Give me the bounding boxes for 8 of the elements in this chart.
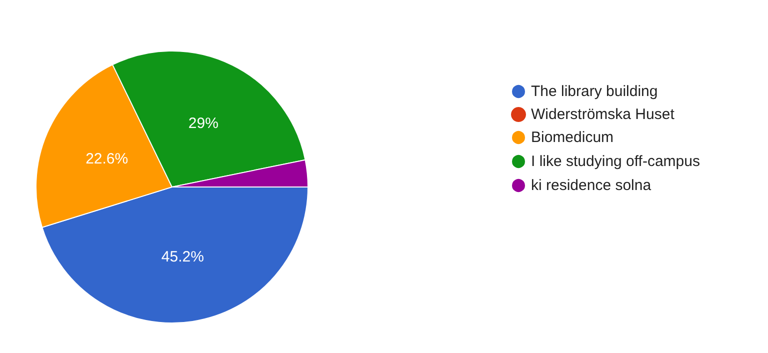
legend-label: Widerströmska Huset (531, 106, 676, 123)
data-label: 45.2% (161, 248, 204, 266)
data-label: 22.6% (86, 150, 128, 168)
legend-label: I like studying off-campus (531, 153, 700, 170)
data-label: 29% (188, 114, 218, 132)
legend-label: ki residence solna (531, 177, 652, 194)
legend-label: Biomedicum (531, 129, 614, 146)
legend-label: The library building (531, 83, 658, 100)
